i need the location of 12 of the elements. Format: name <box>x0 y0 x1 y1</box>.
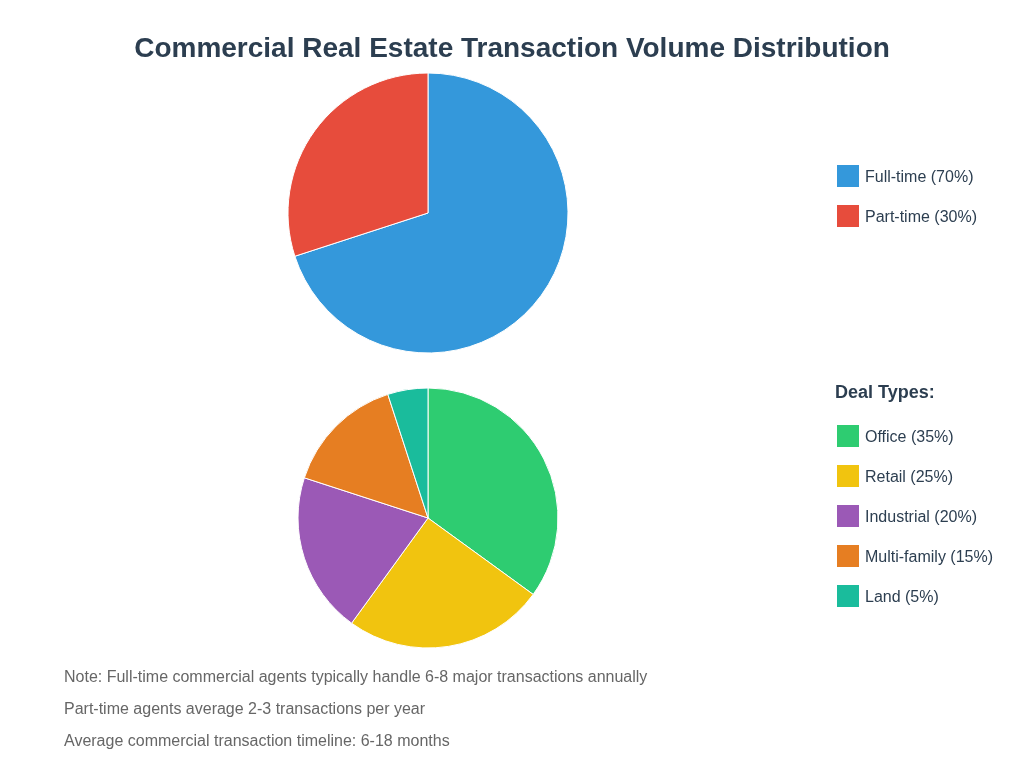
legend-label: Office (35%) <box>865 427 954 445</box>
legend-label: Part-time (30%) <box>865 207 978 225</box>
text: Note: Full-time commercial agents typically handle 6-8 major transactions annually <box>64 667 648 685</box>
text: Part-time agents average 2-3 transactions per year <box>64 699 426 717</box>
legend-title: Deal Types: <box>835 382 935 402</box>
chart-title: Commercial Real Estate Transaction Volume Distribution <box>134 31 890 63</box>
legend-label: Industrial (20%) <box>865 507 978 525</box>
legend-label: Land (5%) <box>865 587 939 605</box>
legend-label: Full-time (70%) <box>865 167 974 185</box>
text: Average commercial transaction timeline: 6-18 months <box>64 731 450 749</box>
legend-label: Multi-family (15%) <box>865 547 994 565</box>
legend-label: Retail (25%) <box>865 467 954 485</box>
